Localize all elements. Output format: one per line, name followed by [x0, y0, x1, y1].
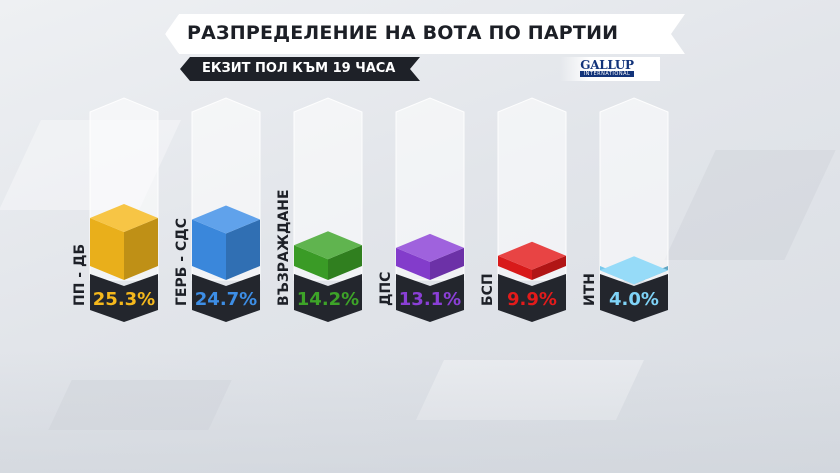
bar-top-face — [294, 231, 362, 260]
chart-subtitle: ЕКЗИТ ПОЛ КЪМ 19 ЧАСА — [202, 61, 396, 76]
bar-right-face — [124, 218, 158, 280]
bar-left-face — [294, 245, 328, 280]
value-plate — [192, 274, 260, 322]
bar-left-face — [192, 219, 226, 280]
bar-right-face — [328, 245, 362, 280]
bar-top-face — [90, 204, 158, 232]
bar-top-face — [600, 256, 668, 285]
value-label: 9.9% — [507, 289, 557, 310]
category-label: ИТН — [582, 273, 598, 306]
category-label: БСП — [480, 273, 496, 306]
bar-left-face — [90, 218, 124, 280]
bar-right-face — [430, 247, 464, 280]
bar-left-face — [498, 255, 532, 280]
category-label: ВЪЗРАЖДАНЕ — [276, 189, 292, 306]
category-label: ДПС — [378, 272, 394, 306]
category-label: ГЕРБ - СДС — [174, 218, 190, 306]
value-plate — [90, 274, 158, 322]
logo-main-text: GALLUP — [580, 58, 634, 72]
value-label: 14.2% — [297, 289, 359, 310]
bar-top-face — [498, 241, 566, 270]
bar-column-background — [497, 97, 567, 281]
gallup-logo: GALLUP INTERNATIONAL — [580, 58, 634, 77]
bar-right-face — [532, 255, 566, 280]
value-plate — [498, 274, 566, 322]
logo-banner — [560, 57, 660, 81]
logo-sub-text: INTERNATIONAL — [580, 71, 634, 77]
bar-top-face — [396, 233, 464, 262]
value-label: 25.3% — [93, 289, 155, 310]
bar-column-background — [599, 97, 669, 281]
subtitle-banner — [180, 57, 420, 81]
value-plate — [600, 274, 668, 322]
title-banner — [165, 14, 685, 54]
category-label: ПП - ДБ — [72, 244, 88, 306]
value-label: 24.7% — [195, 289, 257, 310]
bar-left-face — [396, 247, 430, 280]
value-plate — [294, 274, 362, 322]
value-plate — [396, 274, 464, 322]
value-label: 4.0% — [609, 289, 659, 310]
floor — [0, 350, 840, 473]
bar-top-face — [192, 205, 260, 234]
value-label: 13.1% — [399, 289, 461, 310]
chart-title: РАЗПРЕДЕЛЕНИЕ НА ВОТА ПО ПАРТИИ — [187, 22, 619, 44]
bar-right-face — [226, 219, 260, 280]
